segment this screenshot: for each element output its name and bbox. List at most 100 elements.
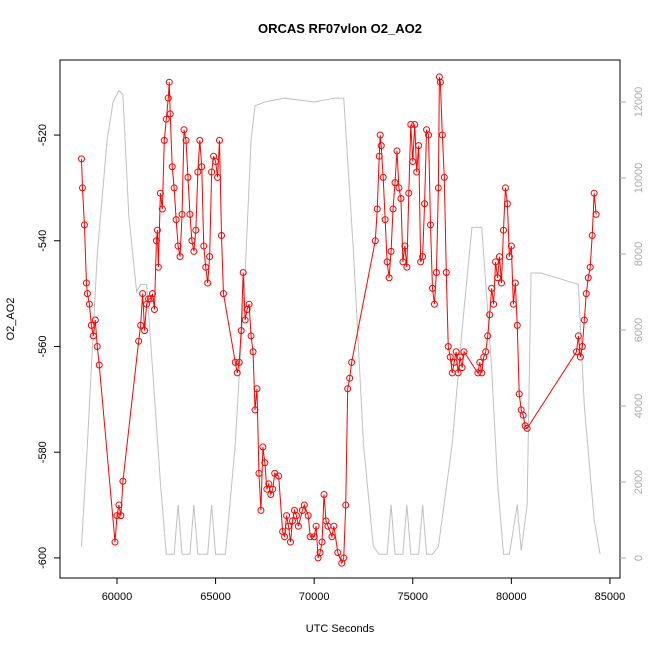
point (458, 364, 466, 372)
point (320, 490, 328, 498)
point (285, 522, 293, 530)
point (460, 348, 468, 356)
point (178, 210, 186, 218)
point (208, 168, 216, 176)
point (488, 284, 496, 292)
point (407, 120, 415, 128)
point (166, 110, 174, 118)
series-line (80, 76, 597, 565)
point (184, 173, 192, 181)
point (511, 279, 519, 287)
point (513, 321, 521, 329)
point (484, 332, 492, 340)
point (158, 205, 166, 213)
x-tick-label: 60000 (102, 591, 133, 603)
point (216, 136, 224, 144)
point (145, 295, 153, 303)
point (403, 263, 411, 271)
y-tick-label: -560 (37, 335, 49, 357)
point (391, 179, 399, 187)
point (497, 279, 505, 287)
point (83, 290, 91, 298)
point (87, 321, 95, 329)
point (312, 522, 320, 530)
point (397, 194, 405, 202)
point (574, 332, 582, 340)
point (501, 184, 509, 192)
point (275, 472, 283, 480)
point (156, 189, 164, 197)
point (306, 533, 314, 541)
x-tick-label: 80000 (496, 591, 527, 603)
point (77, 155, 85, 163)
point (377, 142, 385, 150)
point (393, 147, 401, 155)
point (214, 173, 222, 181)
y-tick-label: -580 (37, 441, 49, 463)
point (239, 268, 247, 276)
point (576, 353, 584, 361)
point (180, 126, 188, 134)
point (300, 501, 308, 509)
point (381, 216, 389, 224)
point (582, 290, 590, 298)
point (153, 226, 161, 234)
point (141, 327, 149, 335)
point (348, 358, 356, 366)
point (456, 353, 464, 361)
point (413, 168, 421, 176)
chart-title: ORCAS RF07vlon O2_AO2 (258, 21, 422, 36)
point (206, 253, 214, 261)
point (269, 485, 277, 493)
point (428, 284, 436, 292)
point (405, 189, 413, 197)
point (318, 538, 326, 546)
point (160, 136, 168, 144)
series-line (80, 89, 601, 555)
point (505, 253, 513, 261)
point (119, 477, 127, 485)
point (164, 94, 172, 102)
point (373, 205, 381, 213)
point (261, 459, 269, 467)
point (421, 200, 429, 208)
point (182, 136, 190, 144)
point (450, 358, 458, 366)
point (371, 237, 379, 245)
point (438, 131, 446, 139)
point (334, 549, 342, 557)
point (430, 300, 438, 308)
point (192, 226, 200, 234)
point (395, 184, 403, 192)
y-tick-label: -520 (37, 124, 49, 146)
point (200, 242, 208, 250)
y2-tick-label: 0 (633, 555, 645, 561)
point (245, 300, 253, 308)
x-axis-label: UTC Seconds (306, 623, 375, 635)
y-axis-label: O2_AO2 (5, 298, 17, 341)
point (590, 189, 598, 197)
point (434, 184, 442, 192)
point (432, 268, 440, 276)
point (176, 253, 184, 261)
point (154, 263, 162, 271)
point (340, 554, 348, 562)
point (219, 290, 227, 298)
point (383, 258, 391, 266)
point (503, 200, 511, 208)
point (419, 253, 427, 261)
y-tick-label: -600 (37, 547, 49, 569)
point (78, 184, 86, 192)
point (507, 242, 515, 250)
point (509, 300, 517, 308)
point (376, 131, 384, 139)
y2-tick-label: 12000 (633, 87, 645, 118)
point (486, 311, 494, 319)
point (247, 332, 255, 340)
point (482, 348, 490, 356)
point (249, 348, 257, 356)
point (592, 210, 600, 218)
point (91, 316, 99, 324)
